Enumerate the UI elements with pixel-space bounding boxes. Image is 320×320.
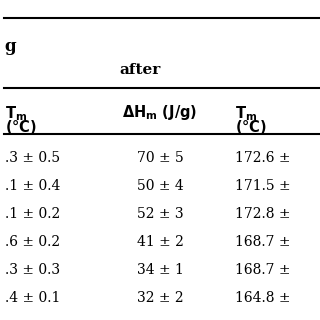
Text: 41 ± 2: 41 ± 2: [137, 235, 183, 249]
Text: .4 ± 0.1: .4 ± 0.1: [5, 291, 60, 305]
Text: .6 ± 0.2: .6 ± 0.2: [5, 235, 60, 249]
Text: after: after: [119, 63, 161, 77]
Text: 34 ± 1: 34 ± 1: [137, 263, 183, 277]
Text: $\mathbf{T_m}$: $\mathbf{T_m}$: [235, 104, 257, 123]
Text: g: g: [4, 38, 16, 55]
Text: 164.8 ±: 164.8 ±: [235, 291, 291, 305]
Text: .3 ± 0.3: .3 ± 0.3: [5, 263, 60, 277]
Text: 32 ± 2: 32 ± 2: [137, 291, 183, 305]
Text: 172.8 ±: 172.8 ±: [235, 207, 291, 221]
Text: 168.7 ±: 168.7 ±: [235, 235, 291, 249]
Text: .1 ± 0.4: .1 ± 0.4: [5, 179, 60, 193]
Text: 50 ± 4: 50 ± 4: [137, 179, 183, 193]
Text: 172.6 ±: 172.6 ±: [235, 151, 291, 165]
Text: 168.7 ±: 168.7 ±: [235, 263, 291, 277]
Text: 171.5 ±: 171.5 ±: [235, 179, 291, 193]
Text: .1 ± 0.2: .1 ± 0.2: [5, 207, 60, 221]
Text: 70 ± 5: 70 ± 5: [137, 151, 183, 165]
Text: $\mathbf{(°C)}$: $\mathbf{(°C)}$: [5, 118, 37, 136]
Text: .3 ± 0.5: .3 ± 0.5: [5, 151, 60, 165]
Text: 52 ± 3: 52 ± 3: [137, 207, 183, 221]
Text: $\mathbf{T_m}$: $\mathbf{T_m}$: [5, 104, 27, 123]
Text: $\mathbf{\Delta H_m}$ $\mathbf{(J/g)}$: $\mathbf{\Delta H_m}$ $\mathbf{(J/g)}$: [122, 103, 198, 123]
Text: $\mathbf{(°C)}$: $\mathbf{(°C)}$: [235, 118, 267, 136]
